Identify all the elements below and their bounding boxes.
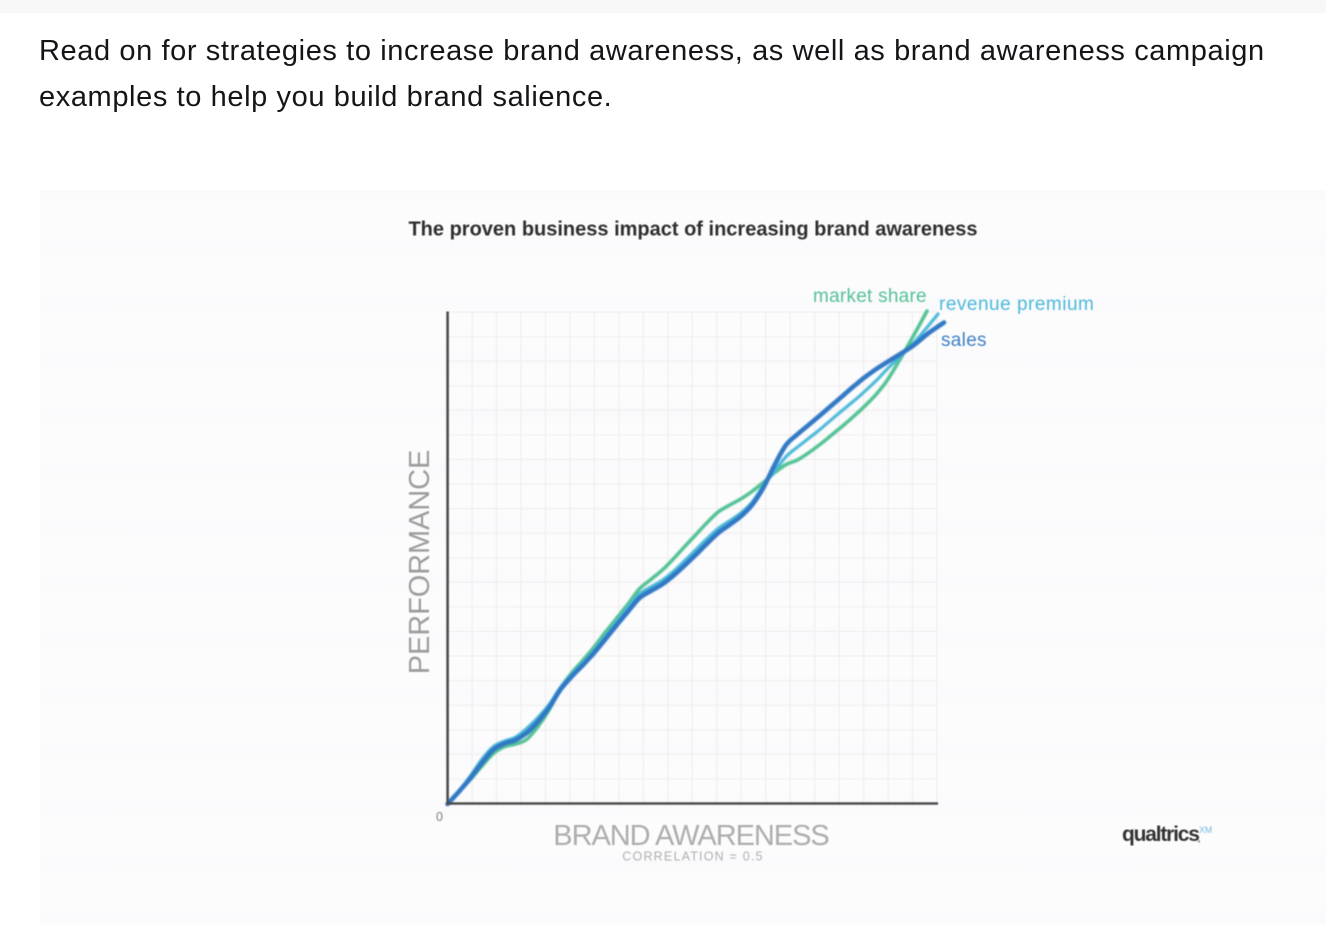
svg-text:CORRELATION = 0.5: CORRELATION = 0.5 xyxy=(622,850,763,864)
svg-text:0: 0 xyxy=(436,810,443,824)
svg-text:market share: market share xyxy=(813,286,927,307)
svg-text:XM: XM xyxy=(1199,825,1212,835)
svg-text:qualtrics: qualtrics xyxy=(1122,823,1199,846)
svg-text:revenue premium: revenue premium xyxy=(939,294,1094,315)
svg-text:BRAND AWARENESS: BRAND AWARENESS xyxy=(553,820,829,852)
svg-text:sales: sales xyxy=(941,330,987,351)
svg-text:The proven business impact of: The proven business impact of increasing… xyxy=(408,219,977,241)
svg-text:PERFORMANCE: PERFORMANCE xyxy=(404,450,436,674)
